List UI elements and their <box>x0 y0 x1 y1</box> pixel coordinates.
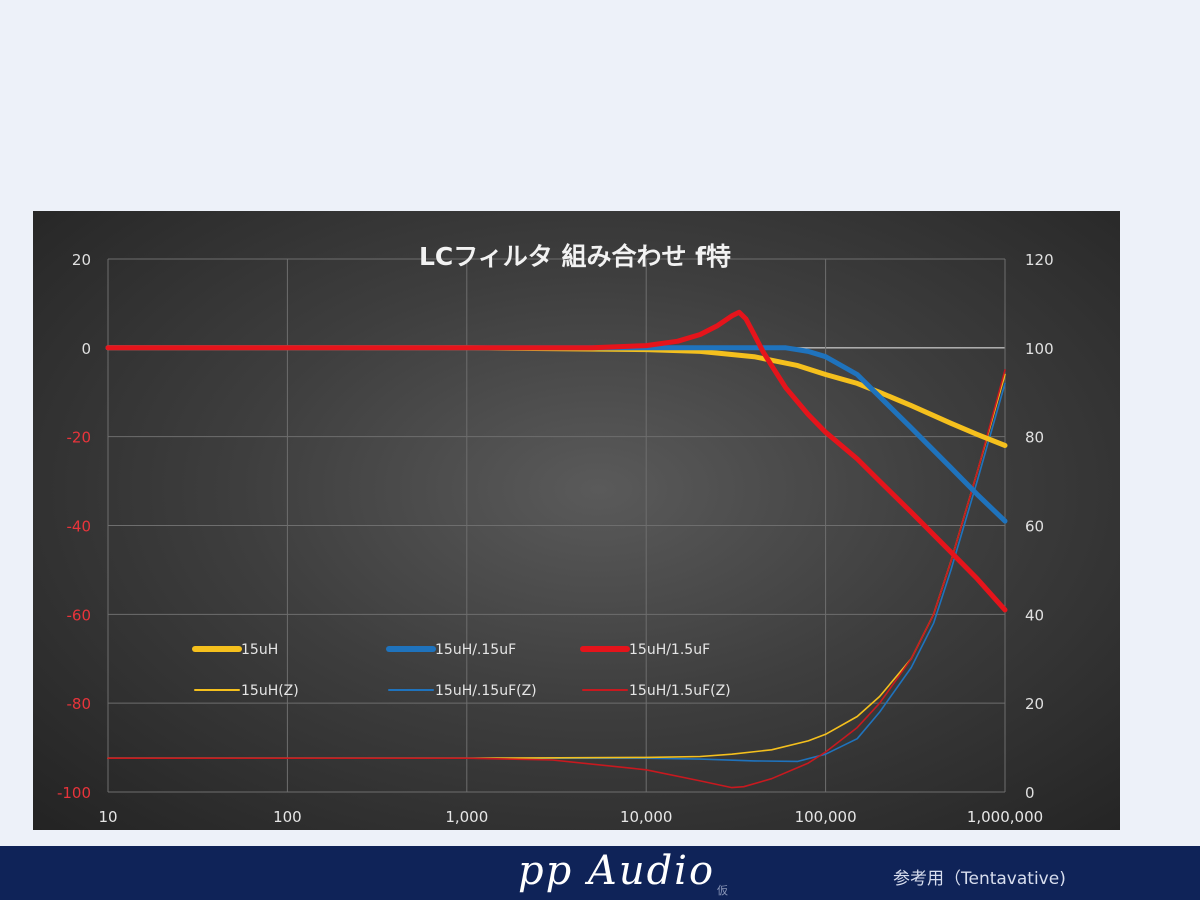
y-right-tick-label: 80 <box>1025 429 1044 447</box>
chart-panel: LCフィルタ 組み合わせ f特 20 0 -20 -40 -60 -80 -100 120 10… <box>33 211 1120 830</box>
y-left-tick-label: -40 <box>67 518 92 536</box>
x-tick-label: 100,000 <box>795 808 857 826</box>
footer-bar <box>0 846 1200 900</box>
x-tick-label: 100 <box>273 808 302 826</box>
chart-svg: LCフィルタ 組み合わせ f特 20 0 -20 -40 -60 -80 -100 120 10… <box>57 242 1054 826</box>
series-line-15uh-15uf <box>105 345 1008 524</box>
series-line-15uh-1-5uf <box>105 309 1008 613</box>
y-left-tick-label: -60 <box>67 606 92 624</box>
x-tick-label: 1,000,000 <box>967 808 1043 826</box>
chart-title: LCフィルタ 組み合わせ f特 <box>419 242 731 271</box>
y-left-tick-label: -80 <box>67 695 92 713</box>
y-left-tick-label: -20 <box>67 429 92 447</box>
footer-note: 参考用（Tentavative) <box>893 869 1066 889</box>
y-right-tick-label: 100 <box>1025 340 1054 358</box>
legend-label: 15uH <box>241 642 278 658</box>
series-line-15uh-1-5uf-z- <box>107 369 1006 789</box>
x-tick-label: 1,000 <box>445 808 488 826</box>
y-right-tick-label: 120 <box>1025 251 1054 269</box>
brand-sub-label: 仮 <box>717 884 728 897</box>
y-right-tick-label: 40 <box>1025 606 1044 624</box>
legend-label: 15uH/1.5uF(Z) <box>629 683 731 699</box>
brand-logo: pp Audio <box>518 848 716 894</box>
series-layer <box>105 309 1008 789</box>
legend-label: 15uH/.15uF(Z) <box>435 683 537 699</box>
series-line-15uh <box>105 345 1008 448</box>
legend-label: 15uH(Z) <box>241 683 299 699</box>
y-right-tick-label: 0 <box>1025 784 1035 802</box>
y-left-tick-label: -100 <box>57 784 91 802</box>
y-left-tick-label: 20 <box>72 251 91 269</box>
legend-label: 15uH/1.5uF <box>629 642 710 658</box>
legend: 15uH 15uH/.15uF 15uH/1.5uF 15uH(Z) 15uH/.15u… <box>192 642 731 699</box>
series-line-15uh-15uf-z- <box>107 382 1006 763</box>
y-right-tick-label: 20 <box>1025 695 1044 713</box>
series-line-15uh-z- <box>107 373 1006 759</box>
x-tick-label: 10 <box>98 808 117 826</box>
legend-label: 15uH/.15uF <box>435 642 516 658</box>
x-tick-label: 10,000 <box>620 808 673 826</box>
tick-labels: 20 0 -20 -40 -60 -80 -100 120 100 80 60 40 20 0 10 100 1… <box>57 251 1054 826</box>
y-right-tick-label: 60 <box>1025 518 1044 536</box>
y-left-tick-label: 0 <box>81 340 91 358</box>
